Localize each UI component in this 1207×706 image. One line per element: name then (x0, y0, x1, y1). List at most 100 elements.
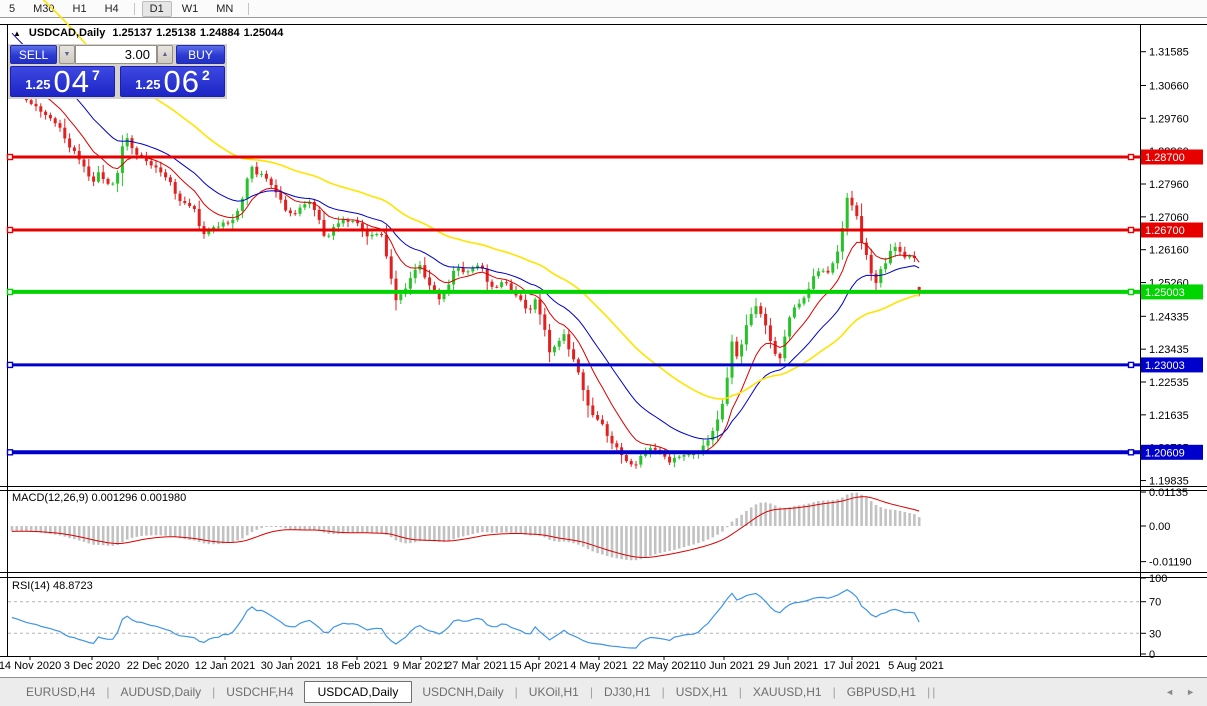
ask-price-pip: 2 (202, 67, 210, 83)
svg-text:1.27060: 1.27060 (1149, 212, 1189, 224)
tab-separator: | (832, 685, 836, 699)
bid-price-button[interactable]: 1.25 04 7 (10, 66, 115, 97)
svg-text:0: 0 (1149, 649, 1155, 661)
tab-separator: | (661, 685, 665, 699)
axis-label-1.25003 (1141, 284, 1203, 300)
svg-text:29 Jun 2021: 29 Jun 2021 (758, 660, 819, 672)
svg-text:1.25003: 1.25003 (1145, 287, 1185, 299)
volume-input[interactable]: 3.00 (75, 45, 157, 64)
tab-scroll-right-icon[interactable]: ► (1186, 687, 1195, 697)
ohlc-low: 1.24884 (199, 27, 240, 39)
tab-dj30-h1[interactable]: DJ30,H1 (603, 685, 651, 699)
buy-button[interactable]: BUY (176, 45, 225, 64)
svg-text:1.19835: 1.19835 (1149, 476, 1189, 488)
tab-separator: | (514, 685, 518, 699)
timeframe-button-d1[interactable]: D1 (141, 0, 172, 17)
svg-text:1.21635: 1.21635 (1149, 410, 1189, 422)
toolbar-separator (248, 2, 250, 15)
timeframe-button-h1[interactable]: H1 (72, 2, 87, 15)
macd-signal-line (11, 496, 920, 559)
ask-price-big: 06 (163, 64, 200, 99)
svg-text:15 Apr 2021: 15 Apr 2021 (509, 660, 568, 672)
macd-indicator-label: MACD(12,26,9) 0.001296 0.001980 (12, 492, 187, 504)
tab-usdx-h1[interactable]: USDX,H1 (675, 685, 728, 699)
one-click-trading-panel: SELL ▼ 3.00 ▲ BUY 1.25 04 7 1.25 06 2 (8, 44, 227, 99)
tab-usdchf-h4[interactable]: USDCHF,H4 (226, 685, 294, 699)
tab-separator: | (589, 685, 593, 699)
tab-usdcnh-daily[interactable]: USDCNH,Daily (422, 685, 504, 699)
svg-text:9 Mar 2021: 9 Mar 2021 (393, 660, 449, 672)
svg-text:3 Dec 2020: 3 Dec 2020 (64, 660, 120, 672)
tab-eurusd-h4[interactable]: EURUSD,H4 (26, 685, 96, 699)
svg-text:14 Nov 2020: 14 Nov 2020 (0, 660, 61, 672)
candles (10, 83, 921, 469)
svg-text:18 Feb 2021: 18 Feb 2021 (326, 660, 388, 672)
volume-increase-button[interactable]: ▲ (157, 45, 173, 64)
tab-xauusd-h1[interactable]: XAUUSD,H1 (752, 685, 822, 699)
horizontal-levels: 1.28700 1.26700 1.25003 1.23003 1.20609 (6, 149, 1203, 460)
svg-text:27 Mar 2021: 27 Mar 2021 (446, 660, 508, 672)
axis-label-1.28700 (1141, 149, 1203, 165)
tab-separator: | (212, 685, 216, 699)
svg-text:1.23003: 1.23003 (1145, 360, 1185, 372)
ma-fast-line (11, 65, 920, 455)
timeframe-button-5[interactable]: 5 (9, 2, 16, 15)
svg-text:0.00: 0.00 (1149, 521, 1170, 533)
svg-text:30: 30 (1149, 628, 1161, 640)
svg-text:0.01135: 0.01135 (1149, 487, 1188, 499)
ask-price-prefix: 1.25 (135, 77, 161, 92)
timeframe-button-mn[interactable]: MN (216, 2, 234, 15)
ohlc-high: 1.25138 (156, 27, 196, 39)
ma-mid-line (11, 32, 920, 440)
axis-label-1.20609 (1141, 444, 1203, 460)
chart-title: ▲ USDCAD,Daily 1.25137 1.25138 1.24884 1.25… (13, 27, 283, 39)
svg-text:4 May 2021: 4 May 2021 (570, 660, 627, 672)
date-axis: 14 Nov 2020 3 Dec 2020 22 Dec 2020 12 Jan 2… (0, 660, 944, 672)
timeframe-toolbar: 5 M30 H1 H4 D1 W1 MN (0, 0, 1207, 18)
svg-text:10 Jun 2021: 10 Jun 2021 (694, 660, 755, 672)
tab-gbpusd-h1[interactable]: GBPUSD,H1 (846, 685, 917, 699)
tab-audusd-daily[interactable]: AUDUSD,Daily (120, 685, 202, 699)
rsi-pane: 100 70 30 0 (8, 573, 1167, 661)
timeframe-button-w1[interactable]: W1 (181, 2, 199, 15)
chart-frame (0, 24, 1207, 660)
ohlc-close: 1.25044 (243, 27, 284, 39)
ohlc-open: 1.25137 (112, 27, 153, 39)
tab-ukoil-h1[interactable]: UKOil,H1 (528, 685, 579, 699)
tab-scroll-left-icon[interactable]: ◄ (1165, 687, 1175, 697)
price-axis-ticks: 1.315851.306601.297601.288601.279601.270… (1149, 47, 1189, 488)
timeframe-button-h4[interactable]: H4 (104, 2, 119, 15)
chart-tab-bar: EURUSD,H4 | AUDUSD,Daily | USDCHF,H4 USDCAD,D… (0, 677, 1207, 706)
svg-text:1.23435: 1.23435 (1149, 344, 1189, 356)
ma-slow-line (42, 0, 920, 400)
rsi-indicator-label: RSI(14) 48.8723 (12, 580, 93, 592)
bid-price-prefix: 1.25 (25, 77, 51, 92)
svg-text:12 Jan 2021: 12 Jan 2021 (195, 660, 256, 672)
volume-decrease-button[interactable]: ▼ (59, 45, 75, 64)
svg-text:1.22535: 1.22535 (1149, 377, 1189, 389)
svg-text:1.26160: 1.26160 (1149, 245, 1189, 257)
rsi-line (11, 589, 920, 649)
sell-button[interactable]: SELL (10, 45, 57, 64)
svg-text:1.26700: 1.26700 (1145, 225, 1185, 237)
svg-text:1.28700: 1.28700 (1145, 152, 1185, 164)
tab-separator: | (927, 685, 931, 699)
bid-price-pip: 7 (92, 67, 100, 83)
svg-text:70: 70 (1149, 597, 1161, 609)
svg-text:1.20609: 1.20609 (1145, 447, 1185, 459)
tab-usdcad-daily[interactable]: USDCAD,Daily (303, 681, 413, 703)
bid-price-big: 04 (53, 64, 90, 99)
tab-separator: | (738, 685, 742, 699)
tab-separator: | (932, 685, 936, 699)
svg-text:1.31585: 1.31585 (1149, 47, 1189, 59)
axis-label-1.23003 (1141, 357, 1203, 373)
svg-text:17 Jul 2021: 17 Jul 2021 (824, 660, 881, 672)
svg-text:1.29760: 1.29760 (1149, 113, 1189, 125)
collapse-panel-icon[interactable]: ▲ (13, 28, 21, 38)
ask-price-button[interactable]: 1.25 06 2 (120, 66, 225, 97)
tab-separator: | (106, 685, 110, 699)
svg-text:22 Dec 2020: 22 Dec 2020 (127, 660, 189, 672)
